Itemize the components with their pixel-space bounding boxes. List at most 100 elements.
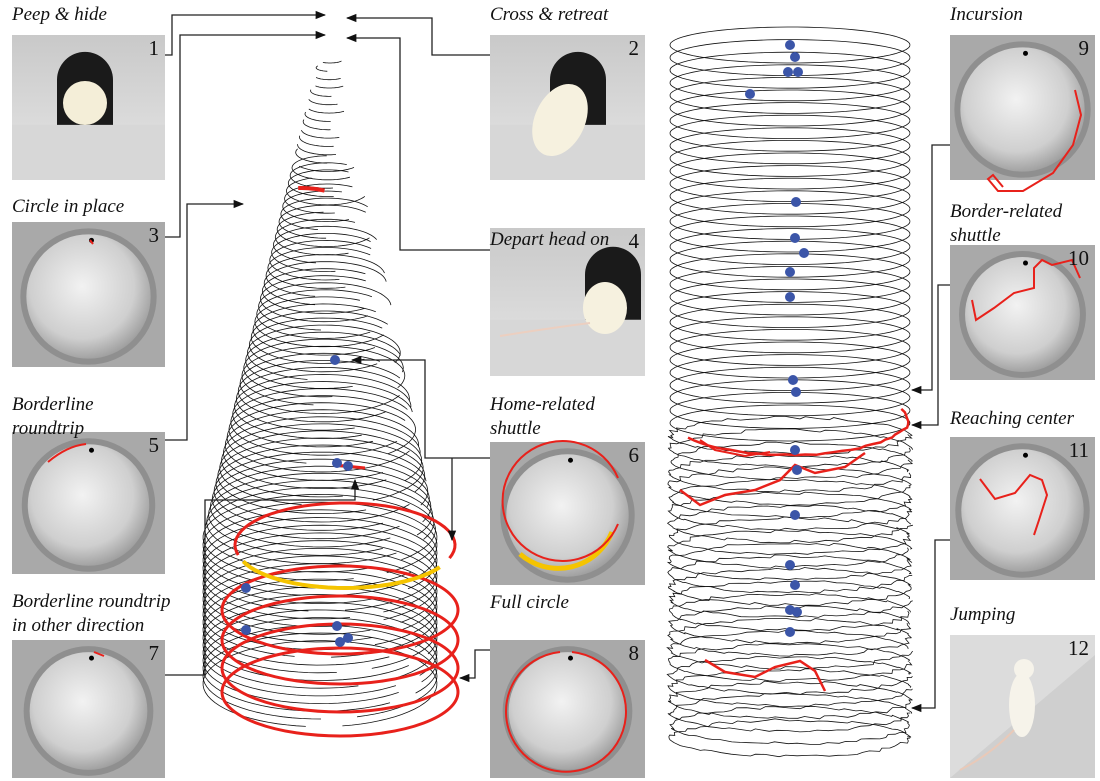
position-dot xyxy=(790,52,800,62)
trajectory xyxy=(669,39,911,76)
panel-title: shuttle xyxy=(490,418,541,439)
trajectory xyxy=(669,404,911,442)
trajectory xyxy=(202,624,438,712)
trajectory xyxy=(669,102,911,139)
panel-image xyxy=(12,35,165,180)
trajectory xyxy=(260,275,369,323)
trajectory xyxy=(669,177,911,215)
position-dot xyxy=(790,580,800,590)
panel-title: roundtrip xyxy=(12,418,84,439)
panel-image xyxy=(12,222,165,367)
position-dot xyxy=(785,560,795,570)
trajectory xyxy=(501,440,619,562)
position-dot xyxy=(332,621,342,631)
panel: Depart head on 4 xyxy=(489,228,645,376)
panel-number: 12 xyxy=(1068,636,1089,660)
trajectory xyxy=(302,119,331,131)
trajectory xyxy=(668,718,912,758)
home-marker xyxy=(1023,452,1028,458)
trajectory xyxy=(315,77,341,81)
trajectory xyxy=(669,303,911,341)
trajectory xyxy=(669,316,911,354)
panel: Cross & retreat 2 xyxy=(490,4,645,180)
trajectory xyxy=(669,152,911,190)
trajectory xyxy=(669,266,911,303)
position-dot xyxy=(785,627,795,637)
panel-title: Jumping xyxy=(950,604,1015,625)
arena xyxy=(29,652,148,770)
trajectory-highlight xyxy=(220,646,460,738)
panel-image xyxy=(950,437,1095,580)
home-marker xyxy=(89,447,94,453)
trajectory xyxy=(213,451,429,531)
trajectory xyxy=(669,291,911,328)
trajectory xyxy=(669,354,911,391)
trajectory xyxy=(250,310,388,364)
panel-title: Reaching center xyxy=(949,408,1075,429)
trajectory xyxy=(219,430,424,505)
trajectory xyxy=(310,89,332,97)
trajectory xyxy=(211,458,430,540)
trajectory xyxy=(239,352,400,414)
trajectory xyxy=(667,617,912,657)
panel: Jumping 12 xyxy=(950,604,1095,778)
panel-title: Borderline roundtrip xyxy=(12,591,171,612)
trajectory xyxy=(669,593,911,632)
trajectory xyxy=(669,89,911,127)
trajectory xyxy=(215,444,427,523)
trajectory xyxy=(202,532,438,620)
panel-title: Depart head on xyxy=(489,229,609,250)
trajectory xyxy=(254,296,384,348)
trajectory xyxy=(669,140,911,177)
position-dot xyxy=(793,67,803,77)
trajectory xyxy=(202,509,438,596)
position-dot xyxy=(785,40,795,50)
trajectory xyxy=(217,437,426,514)
panel-number: 9 xyxy=(1079,36,1090,60)
photo-floor xyxy=(12,124,165,180)
trajectory xyxy=(669,165,911,202)
trajectory xyxy=(237,360,401,423)
trajectory xyxy=(299,135,334,147)
trajectory xyxy=(668,516,912,555)
trajectory-highlight xyxy=(298,186,325,193)
trajectory xyxy=(669,203,911,240)
trajectory xyxy=(669,329,911,366)
trajectory xyxy=(669,215,911,253)
panel-number: 5 xyxy=(149,433,160,457)
panel-title: Peep & hide xyxy=(11,4,107,25)
trajectory xyxy=(315,65,328,72)
trajectory xyxy=(669,706,910,745)
trajectory xyxy=(669,190,911,228)
panel-image xyxy=(490,228,645,376)
trajectory xyxy=(241,345,406,406)
panel-title: Cross & retreat xyxy=(490,4,609,25)
trajectory xyxy=(669,64,911,102)
position-dot xyxy=(792,607,802,617)
connector-arrows xyxy=(165,10,950,713)
trajectory xyxy=(47,443,87,463)
trajectory xyxy=(669,253,911,291)
mouse xyxy=(1009,673,1035,737)
trajectory xyxy=(209,465,432,548)
trajectory xyxy=(322,60,342,64)
trajectory xyxy=(668,567,912,606)
trajectory xyxy=(669,366,911,404)
trajectory xyxy=(221,423,423,498)
trajectory xyxy=(291,155,350,181)
panels: Peep & hide 1 Cross & retreat 2 Circle in pl… xyxy=(11,4,1095,778)
trajectory xyxy=(224,409,419,481)
trajectory xyxy=(667,554,913,594)
position-dot xyxy=(792,465,802,475)
trajectory xyxy=(202,501,438,589)
trajectory xyxy=(667,529,913,569)
trajectory xyxy=(669,278,911,316)
position-dot xyxy=(788,375,798,385)
trajectory xyxy=(271,233,371,272)
position-dot xyxy=(241,583,251,593)
trajectory xyxy=(267,247,371,289)
panel-image xyxy=(490,35,645,180)
position-dot xyxy=(332,458,342,468)
